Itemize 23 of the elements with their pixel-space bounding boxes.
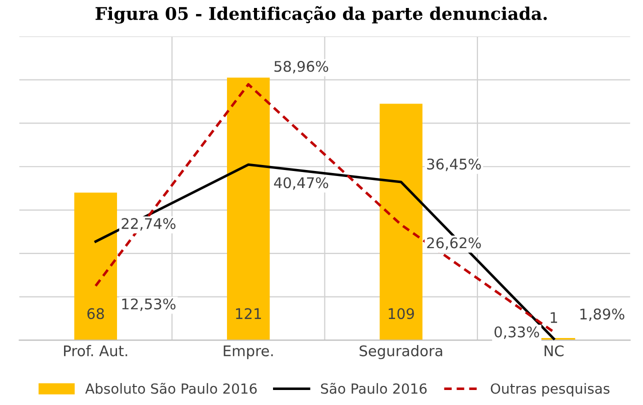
data-label: 36,45%: [427, 158, 481, 172]
data-label: 40,47%: [274, 177, 328, 190]
bar: [226, 78, 270, 340]
data-label: 1: [550, 312, 558, 323]
bar: [380, 104, 422, 340]
data-label: 26,62%: [427, 237, 481, 250]
data-label: 68: [87, 308, 104, 320]
bar: [74, 192, 118, 340]
data-label: 22,74%: [122, 218, 176, 231]
legend-label: Absoluto São Paulo 2016: [85, 382, 257, 394]
x-tick-label: Seguradora: [360, 345, 442, 360]
data-label: 0,33%: [494, 326, 540, 339]
data-label: 12,53%: [122, 298, 176, 311]
x-tick-label: NC: [544, 345, 564, 356]
data-label: 1,89%: [580, 308, 624, 322]
data-label: 58,96%: [274, 60, 328, 74]
chart-title: Figura 05 - Identificação da parte denunciada.: [96, 6, 547, 24]
data-label: 109: [388, 308, 414, 320]
data-label: 121: [236, 308, 261, 319]
x-tick-label: Empre.: [224, 346, 273, 360]
x-tick-label: Prof. Aut.: [64, 345, 128, 356]
legend-label: Outras pesquisas: [490, 383, 610, 397]
legend-label: São Paulo 2016: [321, 382, 427, 394]
